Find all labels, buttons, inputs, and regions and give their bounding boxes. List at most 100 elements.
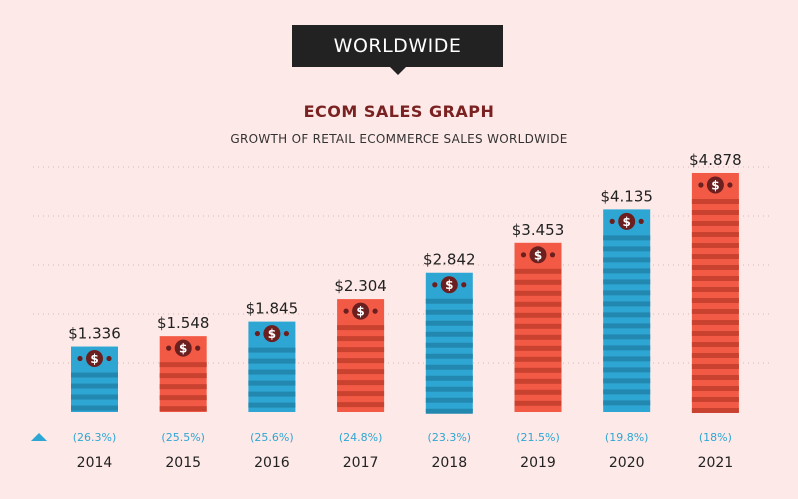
bar-stripe bbox=[337, 336, 385, 342]
value-label: $3.453 bbox=[512, 221, 565, 239]
dollar-symbol: $ bbox=[445, 278, 453, 292]
bar-stripe bbox=[514, 400, 562, 406]
bar-stripe bbox=[514, 279, 562, 285]
bar-stripe bbox=[691, 198, 739, 204]
badge-dot bbox=[609, 218, 615, 224]
bar-stripe bbox=[691, 297, 739, 303]
bar-stripe bbox=[337, 380, 385, 386]
bar-stripe bbox=[603, 400, 651, 406]
value-label: $1.336 bbox=[68, 325, 121, 343]
year-tick-label: 2020 bbox=[609, 455, 645, 471]
bar-stripe bbox=[425, 298, 473, 304]
bar-stripe bbox=[159, 373, 207, 379]
bar-stripe bbox=[691, 286, 739, 292]
bar-stripe bbox=[603, 279, 651, 285]
bar-stripe bbox=[514, 389, 562, 395]
dollar-symbol: $ bbox=[356, 305, 364, 319]
worldwide-banner-label: WORLDWIDE bbox=[333, 35, 462, 57]
bar-stripe bbox=[425, 320, 473, 326]
badge-dot bbox=[698, 182, 704, 188]
bar-stripe bbox=[425, 342, 473, 348]
bar-stripe bbox=[248, 402, 296, 408]
bar-stripe bbox=[425, 375, 473, 381]
dollar-badge-icon bbox=[174, 339, 192, 357]
bar-stripe bbox=[514, 290, 562, 296]
bar-stripe bbox=[691, 396, 739, 402]
bar-stripe bbox=[337, 391, 385, 397]
value-label: $1.548 bbox=[157, 314, 210, 332]
bar-stripe bbox=[691, 407, 739, 413]
bar-stripe bbox=[159, 406, 207, 412]
bar-stripe bbox=[514, 312, 562, 318]
bar-stripe bbox=[691, 253, 739, 259]
worldwide-banner: WORLDWIDE bbox=[292, 25, 503, 67]
bar-stripe bbox=[603, 378, 651, 384]
bar-stripe bbox=[425, 353, 473, 359]
badge-dot bbox=[461, 282, 467, 288]
bar-stripe bbox=[514, 378, 562, 384]
bar-stripe bbox=[603, 246, 651, 252]
year-tick-label: 2019 bbox=[520, 455, 556, 471]
bar-stripe bbox=[691, 352, 739, 358]
dollar-symbol: $ bbox=[179, 342, 187, 356]
bar-stripe bbox=[603, 290, 651, 296]
bar-stripe bbox=[603, 389, 651, 395]
value-label: $4.135 bbox=[600, 187, 653, 205]
bar-stripe bbox=[248, 369, 296, 375]
bar-stripe bbox=[337, 369, 385, 375]
bar-stripe bbox=[691, 308, 739, 314]
bar-stripe bbox=[603, 356, 651, 362]
badge-dot bbox=[254, 330, 260, 337]
growth-label: (25.5%) bbox=[161, 431, 205, 444]
bar-stripe bbox=[603, 235, 651, 241]
year-tick-label: 2014 bbox=[77, 455, 113, 471]
bar-stripe bbox=[691, 385, 739, 391]
badge-dot bbox=[283, 330, 289, 337]
bar-stripe bbox=[248, 347, 296, 353]
dollar-badge-icon bbox=[86, 350, 103, 368]
growth-trend-up-icon bbox=[31, 433, 47, 441]
growth-label: (25.6%) bbox=[250, 431, 294, 444]
bar-stripe bbox=[248, 358, 296, 364]
bar-stripe bbox=[691, 209, 739, 215]
bar-stripe bbox=[603, 323, 651, 329]
bar-stripe bbox=[337, 325, 385, 331]
bar-stripe bbox=[603, 334, 651, 340]
bar-stripe bbox=[691, 220, 739, 226]
bar-stripe bbox=[71, 383, 118, 389]
value-label: $2.304 bbox=[334, 277, 387, 295]
value-label: $1.845 bbox=[246, 300, 299, 318]
dollar-badge-icon bbox=[529, 246, 547, 264]
badge-dot bbox=[432, 282, 438, 288]
bar-stripe bbox=[71, 372, 118, 378]
bar-stripe bbox=[514, 323, 562, 329]
growth-label: (23.3%) bbox=[428, 431, 472, 444]
bar-stripe bbox=[425, 331, 473, 337]
dollar-symbol: $ bbox=[711, 178, 719, 192]
bar-stripe bbox=[691, 242, 739, 248]
bar-stripe bbox=[603, 345, 651, 351]
bar-stripe bbox=[71, 405, 118, 411]
value-label: $2.842 bbox=[423, 251, 476, 269]
badge-dot bbox=[372, 308, 378, 314]
badge-dot bbox=[520, 252, 527, 258]
dollar-badge-icon bbox=[706, 176, 724, 194]
banner-pointer-icon bbox=[389, 66, 407, 75]
year-tick-label: 2015 bbox=[165, 455, 201, 471]
badge-dot bbox=[638, 218, 644, 224]
bar-stripe bbox=[159, 384, 207, 390]
bar-stripe bbox=[425, 309, 473, 315]
bar-stripe bbox=[691, 363, 739, 369]
dollar-badge-icon bbox=[618, 212, 636, 230]
year-tick-label: 2018 bbox=[431, 455, 467, 471]
bar-stripe bbox=[514, 301, 562, 307]
bar-stripe bbox=[248, 380, 296, 386]
bar-stripe bbox=[248, 391, 296, 397]
bar-stripe bbox=[425, 386, 473, 392]
year-tick-label: 2017 bbox=[343, 455, 379, 471]
bar-stripe bbox=[603, 257, 651, 263]
badge-dot bbox=[195, 345, 201, 351]
bar bbox=[603, 209, 651, 412]
badge-dot bbox=[727, 182, 733, 188]
